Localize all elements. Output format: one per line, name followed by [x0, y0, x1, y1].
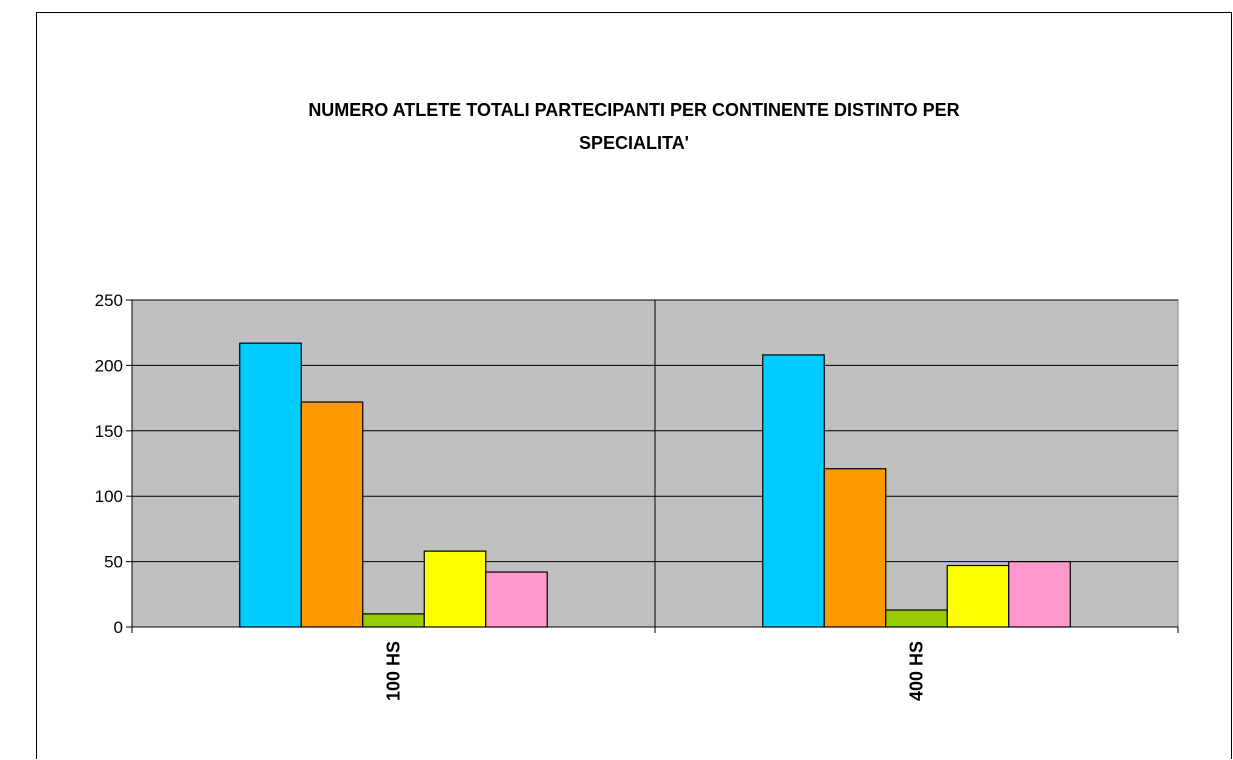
y-tick-label: 250 [95, 291, 123, 310]
y-tick-label: 50 [104, 553, 123, 572]
y-axis-ticks: 0 50 100 150 200 250 [95, 291, 132, 637]
y-tick-label: 0 [114, 618, 123, 637]
bar [239, 342, 302, 628]
y-tick-label: 100 [95, 487, 123, 506]
bar [1008, 560, 1071, 628]
x-category-label: 400 HS [907, 641, 927, 701]
bar [423, 550, 487, 628]
axes [131, 300, 1179, 633]
x-axis-categories: 100 HS 400 HS [384, 641, 927, 701]
bars [239, 342, 1071, 628]
bar [300, 401, 364, 628]
bar [362, 613, 425, 628]
chart-title: NUMERO ATLETE TOTALI PARTECIPANTI PER CO… [36, 94, 1232, 160]
bar [485, 571, 548, 628]
x-category-label: 100 HS [384, 641, 404, 701]
bar [823, 468, 887, 628]
bar [762, 354, 825, 628]
y-tick-label: 150 [95, 422, 123, 441]
bar [885, 609, 948, 628]
chart-title-line2: SPECIALITA' [579, 133, 689, 153]
chart-title-line1: NUMERO ATLETE TOTALI PARTECIPANTI PER CO… [308, 100, 960, 120]
bar [946, 564, 1010, 628]
y-tick-label: 200 [95, 356, 123, 375]
